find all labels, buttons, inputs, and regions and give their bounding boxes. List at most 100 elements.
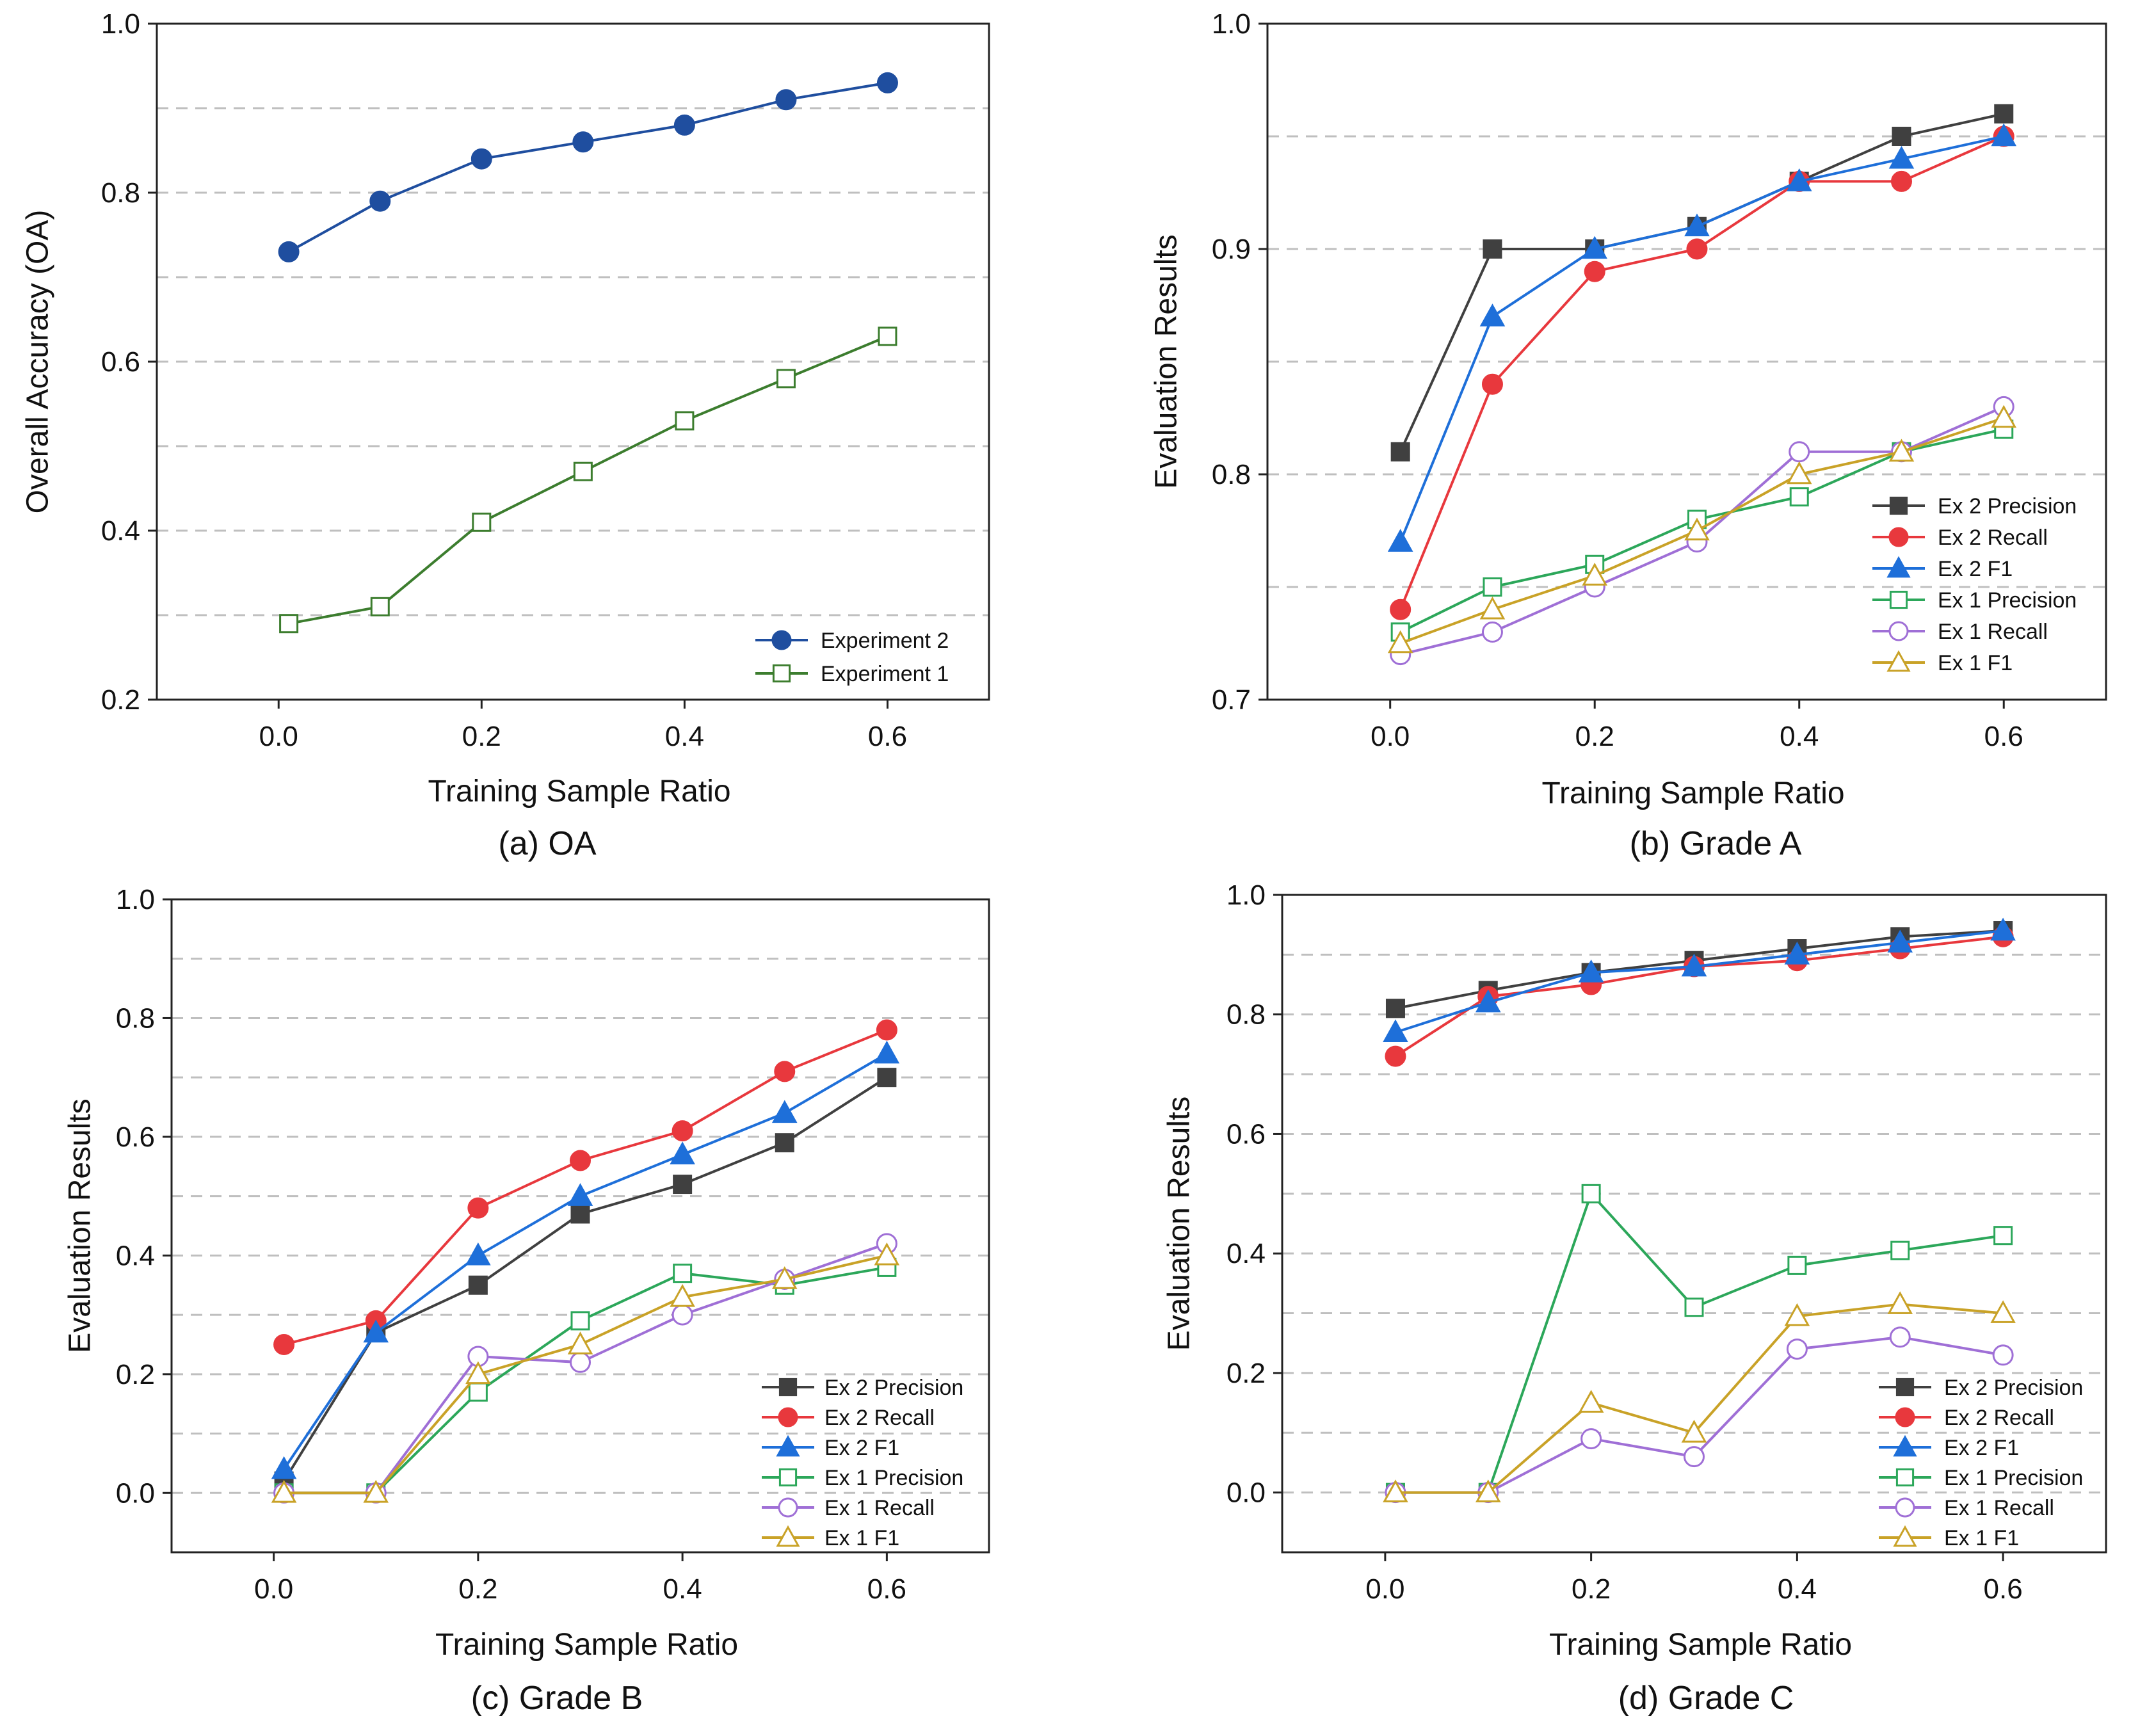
data-point — [670, 1283, 695, 1307]
legend-label: Ex 2 Precision — [824, 1376, 963, 1400]
series-ex-2-precision — [274, 1068, 897, 1491]
y-tick-label: 1.0 — [1212, 8, 1251, 40]
x-tick-label: 0.4 — [1780, 721, 1819, 752]
data-point — [1992, 1344, 2014, 1366]
data-point — [1990, 1300, 2016, 1323]
panel-caption: (c) Grade B — [471, 1680, 643, 1717]
legend: Ex 2 Precision Ex 2 Recall Ex 2 F1 Ex 1 Pre… — [762, 1376, 963, 1550]
legend-label: Ex 1 Precision — [1938, 588, 2077, 613]
legend-label: Ex 1 F1 — [1944, 1526, 2019, 1550]
legend: Ex 2 Precision Ex 2 Recall Ex 2 F1 Ex 1 Pre… — [1879, 1376, 2083, 1550]
legend-marker — [772, 664, 791, 683]
legend-label: Ex 1 Precision — [824, 1466, 963, 1490]
series-ex-2-f1 — [1387, 123, 2017, 552]
series-line — [1399, 112, 2004, 453]
x-tick-label: 0.6 — [868, 721, 907, 752]
data-point — [673, 1264, 693, 1283]
data-point — [1888, 438, 1915, 462]
legend-item: Ex 1 Recall — [762, 1496, 935, 1520]
panel-caption: (a) OA — [498, 825, 596, 862]
legend: Experiment 2 Experiment 1 — [755, 629, 949, 686]
legend-item: Ex 2 F1 — [1879, 1435, 2019, 1460]
data-point — [1789, 487, 1809, 507]
legend-marker — [1889, 496, 1908, 515]
legend-item: Ex 1 Precision — [762, 1466, 963, 1490]
x-tick-label: 0.2 — [462, 721, 501, 752]
data-point — [570, 1204, 590, 1224]
series-ex-1-f1 — [1387, 405, 2017, 654]
data-point — [1385, 999, 1405, 1018]
data-point — [1887, 929, 1913, 952]
data-point — [570, 1150, 591, 1171]
legend-item: Ex 1 Precision — [1879, 1466, 2083, 1490]
legend-marker — [778, 1407, 798, 1427]
data-point — [273, 1333, 295, 1355]
series-ex-1-f1 — [271, 1242, 900, 1503]
legend-marker — [1893, 1435, 1917, 1457]
legend-marker — [1895, 1378, 1915, 1397]
data-point — [1888, 145, 1915, 169]
data-point — [776, 369, 796, 389]
data-point — [1385, 1045, 1406, 1067]
x-tick-label: 0.6 — [1984, 1573, 2023, 1605]
series-ex-1-precision — [274, 1257, 897, 1503]
data-point — [1686, 238, 1708, 260]
data-point — [671, 1120, 693, 1142]
data-point — [1991, 405, 2017, 428]
y-tick-label: 0.8 — [1212, 459, 1251, 490]
legend-item: Ex 1 Recall — [1872, 620, 2048, 644]
legend-label: Ex 2 F1 — [1938, 557, 2013, 581]
x-tick-label: 0.4 — [1778, 1573, 1817, 1605]
legend-marker — [1886, 650, 1911, 672]
legend-marker — [1893, 1525, 1917, 1547]
y-tick-label: 0.8 — [1226, 999, 1266, 1031]
y-tick-label: 0.2 — [1226, 1358, 1266, 1389]
series-line — [1399, 135, 2004, 543]
legend-label: Ex 2 Precision — [1944, 1376, 2083, 1400]
data-point — [1475, 1479, 1501, 1502]
plot-frame — [170, 898, 990, 1554]
data-point — [468, 1275, 488, 1295]
data-point — [673, 114, 695, 136]
data-point — [1483, 577, 1502, 597]
data-point — [1784, 942, 1810, 965]
y-tick-label: 0.2 — [116, 1359, 155, 1390]
legend-marker — [1889, 590, 1908, 609]
legend-item: Ex 1 F1 — [1872, 650, 2013, 675]
x-tick-label: 0.6 — [867, 1573, 906, 1605]
data-point — [1582, 236, 1608, 259]
legend-marker — [1886, 556, 1911, 578]
data-point — [1786, 168, 1812, 191]
data-point — [570, 1351, 591, 1373]
data-point — [1483, 239, 1502, 259]
legend-label: Ex 1 Recall — [1938, 620, 2048, 644]
y-tick-label: 0.4 — [1226, 1238, 1266, 1269]
legend-label: Ex 1 F1 — [824, 1526, 899, 1550]
data-point — [1475, 989, 1501, 1013]
series-ex-1-recall — [1385, 1326, 2014, 1504]
data-point — [1993, 1226, 2013, 1246]
data-point — [1684, 1446, 1705, 1468]
legend-label: Ex 1 Recall — [1944, 1496, 2054, 1520]
data-point — [874, 1242, 900, 1266]
data-point — [572, 131, 594, 153]
data-point — [673, 1175, 693, 1194]
data-point — [675, 411, 695, 431]
panel-c: 0.0 0.2 0.4 0.6 0.8 1.0 0.0 0.2 0.4 0.6 Evaluation… — [63, 884, 990, 1717]
data-point — [573, 462, 593, 481]
legend-label: Ex 2 Recall — [824, 1406, 935, 1430]
y-tick-label: 0.0 — [1226, 1477, 1266, 1509]
panel-b: 0.7 0.8 0.9 1.0 0.0 0.2 0.4 0.6 Evaluation Resul… — [1150, 8, 2107, 862]
data-point — [567, 1183, 593, 1206]
data-point — [1387, 630, 1413, 654]
data-point — [1681, 953, 1707, 977]
legend-label: Ex 2 Recall — [1938, 526, 2048, 550]
data-point — [468, 1382, 488, 1402]
data-point — [370, 597, 390, 616]
data-point — [567, 1331, 593, 1354]
x-axis-title: Training Sample Ratio — [435, 1628, 738, 1662]
y-axis-title: Evaluation Results — [1150, 234, 1184, 489]
panel-a: 0.2 0.4 0.6 0.8 1.0 0.0 0.2 0.4 0.6 Overall Accur… — [21, 8, 990, 862]
legend-label: Ex 1 Precision — [1944, 1466, 2083, 1490]
panel-d: 0.0 0.2 0.4 0.6 0.8 1.0 0.0 0.2 0.4 0.6 Evaluation… — [1162, 880, 2107, 1717]
